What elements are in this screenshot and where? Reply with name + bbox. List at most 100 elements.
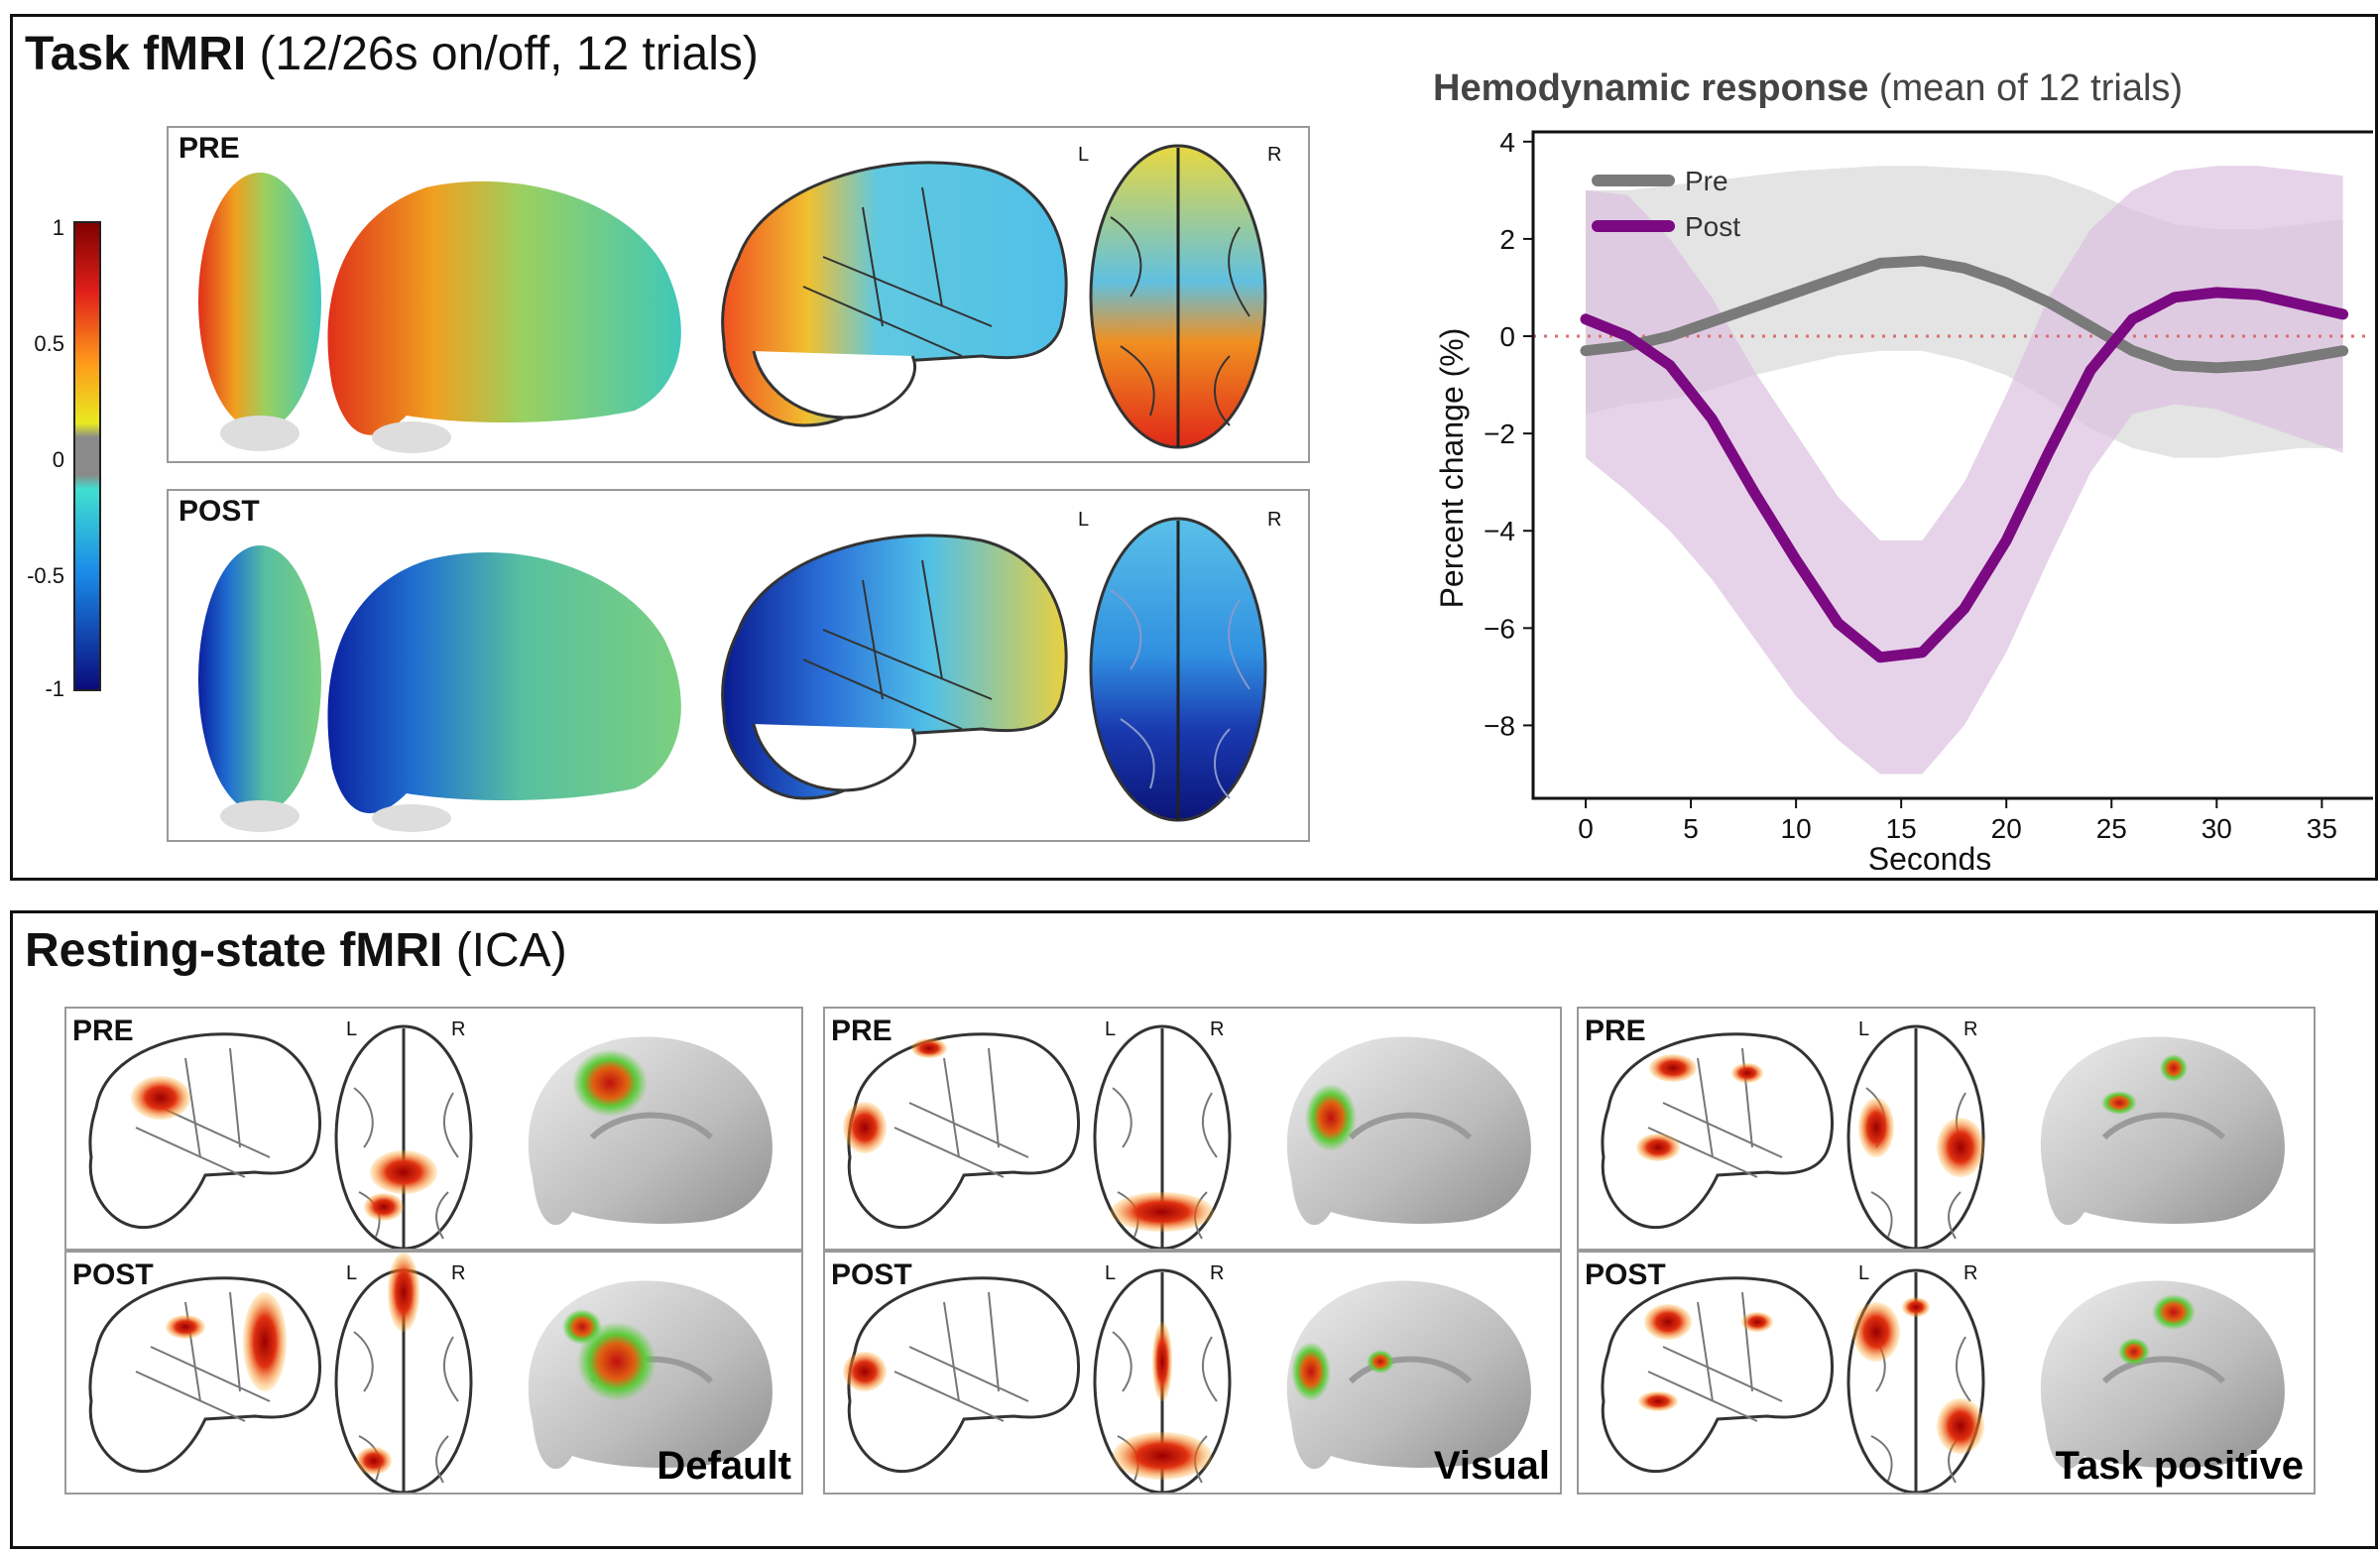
network-name-label: Task positive: [2055, 1444, 2304, 1488]
activation-blob: [364, 1193, 404, 1221]
colorbar-tick-label: 0.5: [34, 331, 64, 356]
left-marker: L: [1858, 1262, 1870, 1284]
left-marker: L: [346, 1262, 358, 1284]
right-marker: R: [1210, 1018, 1225, 1040]
x-tick-label: 20: [1991, 813, 2022, 844]
network-name-label: Visual: [1433, 1444, 1550, 1488]
activation-blob: [911, 1038, 947, 1058]
activation-blob: [2160, 1054, 2188, 1082]
activation-blob: [843, 1352, 887, 1391]
sagittal-sulci: [1647, 1291, 1783, 1422]
chart-title-bold: Hemodynamic response: [1433, 67, 1868, 109]
activation-blob: [1636, 1134, 1680, 1161]
medial-callosum-shading: [2101, 1356, 2226, 1384]
pre-coronal-shadow: [220, 416, 299, 451]
medial-gray-surface: [528, 1036, 773, 1226]
chart-title: Hemodynamic response (mean of 12 trials): [1433, 67, 2183, 109]
task-pre-panel: PRE L R: [167, 126, 1310, 463]
activation-blob: [1111, 1192, 1214, 1232]
x-tick-label: 15: [1886, 813, 1917, 844]
resting-fmri-title: Resting-state fMRI (ICA): [25, 923, 567, 978]
pre-medial-surface: [327, 180, 681, 435]
legend-label-post: Post: [1685, 211, 1740, 242]
legend-label-pre: Pre: [1685, 166, 1728, 196]
resting-task-positive-pre-panel: PRE L R: [1577, 1007, 2316, 1251]
sagittal-sulci: [1647, 1047, 1783, 1178]
y-tick-label: 2: [1499, 224, 1515, 255]
post-sagittal-cerebellum: [752, 723, 916, 792]
activation-blob: [843, 1102, 887, 1153]
activation-blob: [388, 1253, 419, 1332]
activation-blob: [1113, 1432, 1212, 1480]
activation-blob: [1852, 1302, 1900, 1362]
resting-fmri-section: Resting-state fMRI (ICA) PRE L R POST L R Defa…: [10, 910, 2378, 1549]
activation-blob: [572, 1049, 648, 1117]
axial-sulci: [1112, 1087, 1218, 1240]
y-axis-label: Percent change (%): [1434, 328, 1470, 609]
chart-title-detail: (mean of 12 trials): [1868, 67, 2183, 109]
resting-brain-images: [1601, 1024, 2285, 1249]
activation-blob: [2152, 1294, 2196, 1330]
sagittal-glass-brain: [847, 1276, 1081, 1474]
task-post-label: POST: [178, 495, 260, 528]
x-tick-label: 0: [1578, 813, 1594, 844]
task-fmri-section: Task fMRI (12/26s on/off, 12 trials) 1 0…: [10, 14, 2378, 881]
series-line-post: [1580, 287, 2349, 663]
activation-blob: [1367, 1350, 1394, 1374]
x-tick-label: 35: [2307, 813, 2337, 844]
pre-sagittal-sulci: [802, 186, 993, 357]
sagittal-sulci: [135, 1291, 271, 1422]
sagittal-glass-brain: [847, 1032, 1081, 1230]
x-tick-label: 25: [2096, 813, 2127, 844]
resting-brain-images: [843, 1024, 1531, 1249]
resting-fmri-title-bold: Resting-state fMRI: [25, 924, 443, 977]
activation-blob: [1902, 1297, 1930, 1317]
task-fmri-title: Task fMRI (12/26s on/off, 12 trials): [25, 27, 759, 81]
x-tick-label: 30: [2202, 813, 2232, 844]
medial-gray-surface: [2040, 1036, 2285, 1226]
pre-label: PRE: [1585, 1015, 1646, 1047]
right-marker: R: [451, 1262, 466, 1284]
resting-brain-images: [88, 1253, 773, 1493]
task-fmri-title-bold: Task fMRI: [25, 28, 247, 80]
task-fmri-title-detail: (12/26s on/off, 12 trials): [246, 28, 759, 80]
activation-blob: [1305, 1084, 1357, 1151]
activation-blob: [1644, 1304, 1692, 1340]
task-pre-right-marker: R: [1267, 144, 1282, 166]
activation-blob: [370, 1150, 437, 1194]
right-marker: R: [1964, 1262, 1978, 1284]
activation-blob: [562, 1309, 602, 1345]
activation-blob: [1858, 1098, 1894, 1157]
pre-label: PRE: [831, 1015, 892, 1047]
pre-axial-sulci: [1110, 216, 1250, 426]
task-post-right-marker: R: [1267, 509, 1282, 531]
task-post-panel: POST L R: [167, 489, 1310, 842]
x-tick-label: 5: [1683, 813, 1699, 844]
task-post-brain-images: [198, 517, 1267, 832]
medial-gray-surface: [2040, 1280, 2285, 1470]
activation-blob: [1937, 1398, 1984, 1454]
medial-gray-surface: [1286, 1036, 1531, 1226]
activation-blob: [131, 1076, 190, 1120]
left-marker: L: [346, 1018, 358, 1040]
medial-callosum-shading: [1348, 1112, 1473, 1140]
post-label: POST: [1585, 1258, 1666, 1291]
activation-blob: [166, 1315, 205, 1339]
y-tick-label: 4: [1499, 127, 1515, 158]
medial-callosum-shading: [589, 1112, 714, 1140]
post-coronal-shadow: [220, 800, 299, 832]
colorbar-tick-label: -1: [45, 676, 64, 701]
plot-frame: [1531, 130, 2373, 800]
activation-blob: [1152, 1322, 1172, 1401]
post-sagittal-sulci: [802, 559, 993, 730]
post-label: POST: [831, 1258, 912, 1291]
activation-blob: [1731, 1063, 1763, 1083]
resting-visual-post-panel: POST L R Visual: [823, 1251, 1562, 1495]
right-marker: R: [1210, 1262, 1225, 1284]
resting-default-pre-panel: PRE L R: [64, 1007, 803, 1251]
resting-task-positive-post-panel: POST L R Task positive: [1577, 1251, 2316, 1495]
task-post-left-marker: L: [1078, 509, 1090, 531]
activation-blob: [1741, 1312, 1773, 1332]
post-medial-surface: [327, 551, 681, 814]
pre-sagittal-cerebellum: [752, 350, 916, 419]
